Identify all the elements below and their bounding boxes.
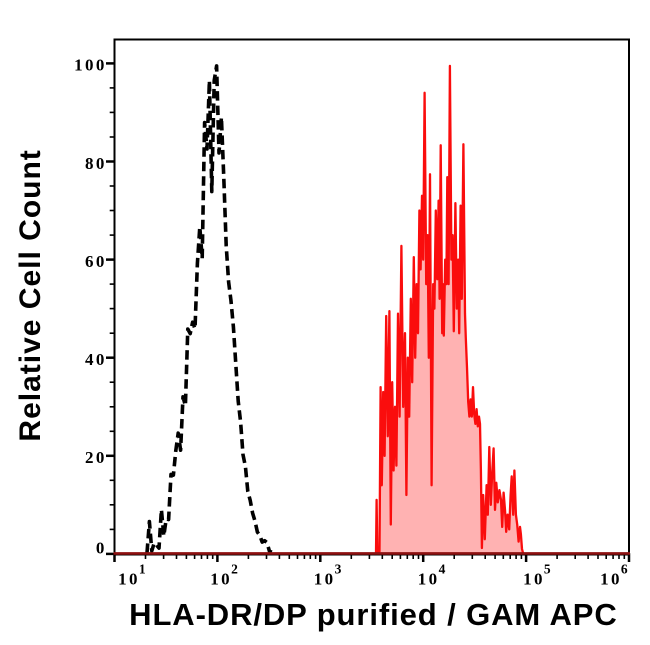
svg-text:4: 4 [439,562,446,577]
svg-text:10: 10 [118,570,140,589]
svg-text:Relative Cell Count: Relative Cell Count [14,149,47,441]
svg-text:3: 3 [335,562,342,577]
svg-text:10: 10 [210,570,232,589]
svg-text:20: 20 [85,448,107,467]
svg-text:10: 10 [418,570,440,589]
svg-text:10: 10 [600,570,622,589]
svg-text:HLA-DR/DP purified / GAM APC: HLA-DR/DP purified / GAM APC [129,597,617,632]
svg-text:10: 10 [314,570,336,589]
svg-text:80: 80 [85,154,107,173]
svg-text:40: 40 [85,350,107,369]
svg-text:10: 10 [523,570,545,589]
svg-text:100: 100 [74,56,107,75]
svg-text:0: 0 [96,539,107,558]
svg-text:5: 5 [544,562,551,577]
svg-text:60: 60 [85,252,107,271]
svg-text:1: 1 [139,562,146,577]
svg-text:6: 6 [621,562,628,577]
svg-text:2: 2 [231,562,238,577]
